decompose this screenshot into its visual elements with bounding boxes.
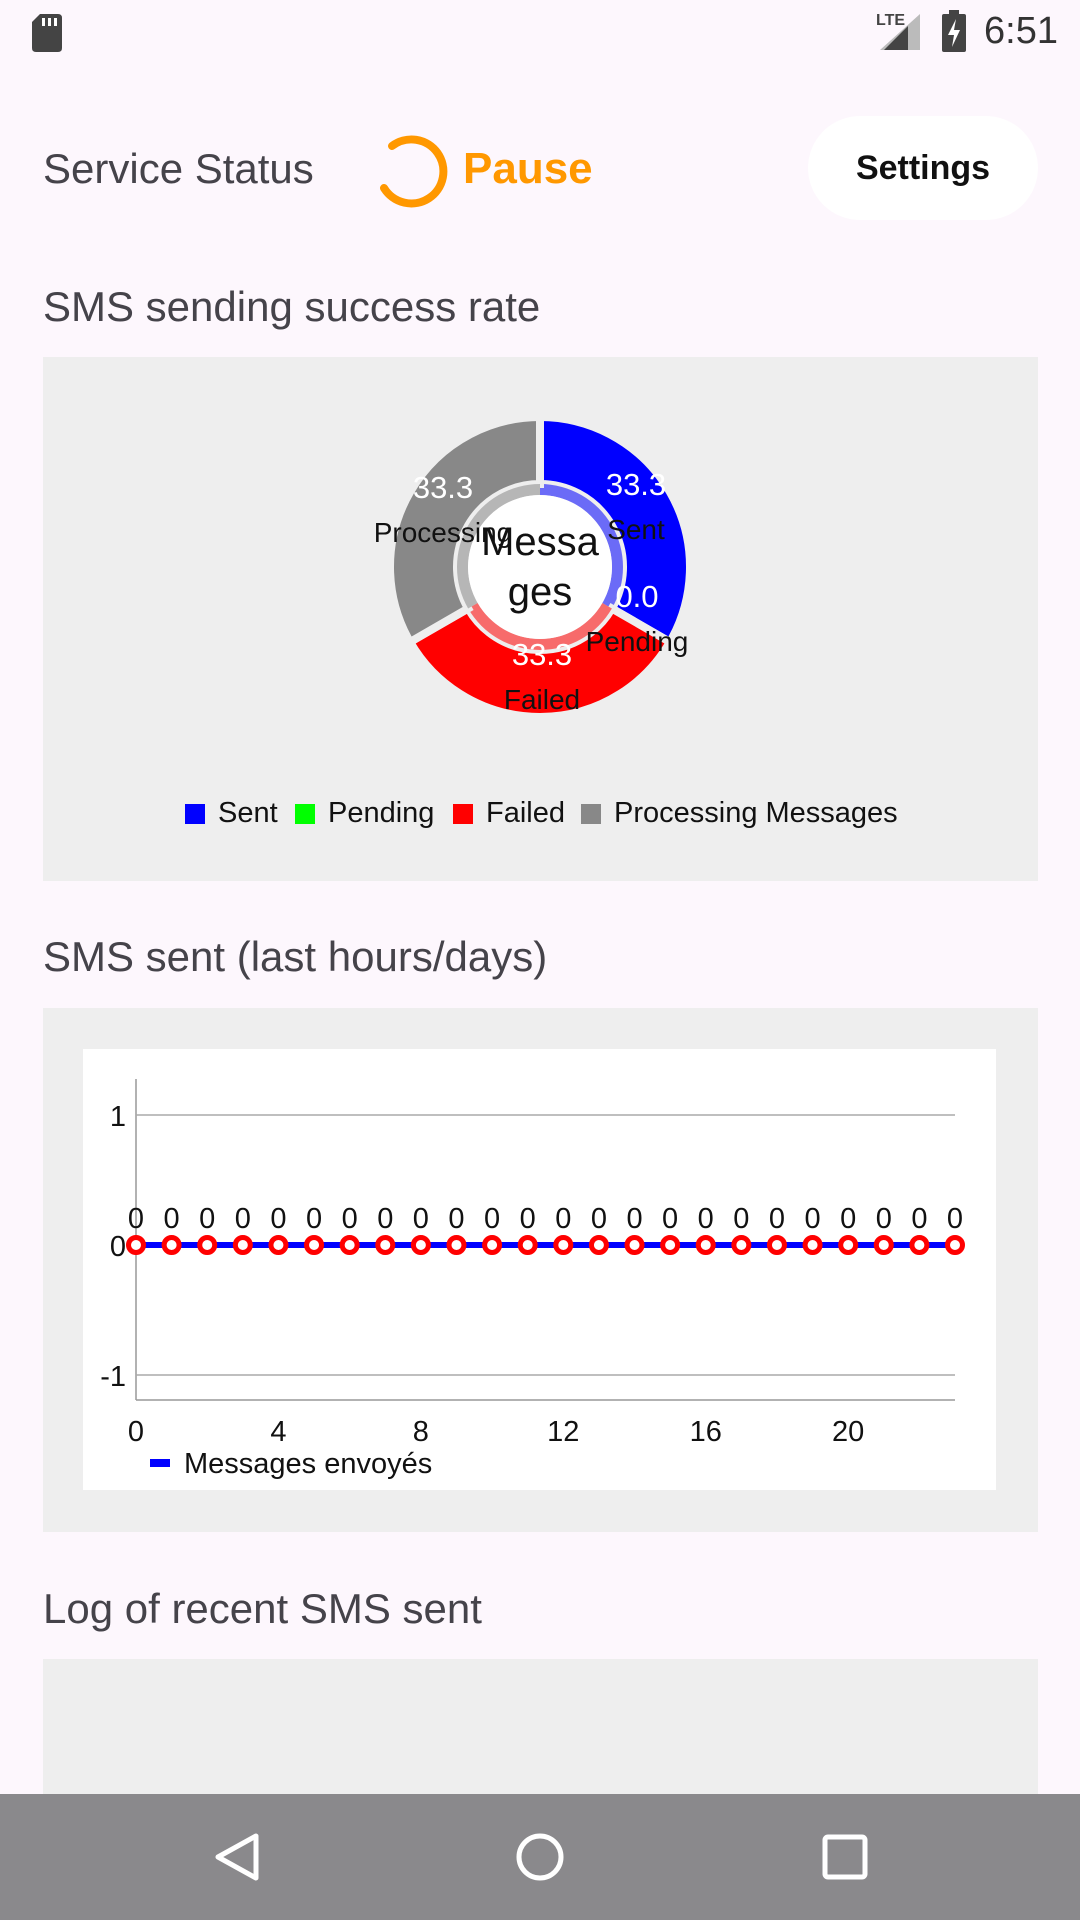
navigation-bar [0, 1794, 1080, 1920]
log-list[interactable] [43, 1659, 1038, 1794]
signal-icon [880, 14, 920, 50]
sms-sent-title: SMS sent (last hours/days) [43, 933, 548, 980]
data-point [838, 1235, 859, 1255]
x-tick-label: 8 [413, 1416, 429, 1448]
data-point [695, 1235, 716, 1255]
x-tick-label: 20 [832, 1416, 864, 1448]
back-icon[interactable] [212, 1832, 262, 1882]
data-point [660, 1235, 681, 1255]
pie-value-label: 33.3 [606, 467, 666, 502]
data-label: 0 [484, 1203, 500, 1235]
pie-value-label: 33.3 [512, 637, 572, 672]
data-point [766, 1235, 787, 1255]
data-label: 0 [377, 1203, 393, 1235]
data-point [553, 1235, 574, 1255]
legend-sent: Sent [185, 797, 278, 830]
data-label: 0 [413, 1203, 429, 1235]
service-status-label: Service Status [43, 145, 314, 192]
x-tick-label: 12 [547, 1416, 579, 1448]
data-point [375, 1235, 396, 1255]
line-chart: 10-10 4 8 12 16 200 0 0 0 0 0 0 0 0 0 0 0 0 0 0 0 0 0 0 0 0 0 0 0Mes… [100, 1079, 965, 1480]
y-tick-label: 0 [110, 1231, 126, 1263]
data-label: 0 [164, 1203, 180, 1235]
service-state: Pause [463, 144, 593, 193]
data-point [126, 1235, 146, 1255]
y-tick-label: -1 [100, 1361, 126, 1393]
data-label: 0 [840, 1203, 856, 1235]
network-type: LTE [876, 12, 906, 29]
pie-inner-ring [468, 603, 612, 650]
data-point [446, 1235, 467, 1255]
data-point [588, 1235, 609, 1255]
data-point [268, 1235, 289, 1255]
log-title: Log of recent SMS sent [43, 1585, 482, 1632]
data-point [945, 1235, 965, 1255]
pie-category-label: Pending [586, 626, 689, 657]
legend-processing: Processing Messages [581, 797, 898, 830]
pie-value-label: 33.3 [413, 470, 473, 505]
battery-charging-icon [942, 10, 966, 52]
data-label: 0 [591, 1203, 607, 1235]
data-label: 0 [769, 1203, 785, 1235]
x-tick-label: 4 [270, 1416, 286, 1448]
pie-category-label: Failed [504, 684, 580, 715]
legend-failed: Failed [453, 797, 565, 830]
pie-center-text: ges [508, 570, 573, 614]
data-point [624, 1235, 645, 1255]
data-label: 0 [555, 1203, 571, 1235]
pie-category-label: Sent [607, 514, 665, 545]
data-label: 0 [804, 1203, 820, 1235]
data-label: 0 [662, 1203, 678, 1235]
data-point [873, 1235, 894, 1255]
data-point [517, 1235, 538, 1255]
data-label: 0 [698, 1203, 714, 1235]
data-label: 0 [876, 1203, 892, 1235]
data-label: 0 [733, 1203, 749, 1235]
data-point [161, 1235, 182, 1255]
pie-category-label: Processing [374, 517, 513, 548]
x-tick-label: 16 [690, 1416, 722, 1448]
legend-label: Messages envoyés [184, 1448, 432, 1480]
pie-hole [468, 495, 612, 639]
pie-inner-ring [457, 484, 540, 609]
data-label: 0 [235, 1203, 251, 1235]
pie-chart: 33.3 Sent 0.0 Pending 33.3 Failed 33.3 Processi… [374, 412, 694, 721]
legend-pending: Pending [295, 797, 434, 830]
data-point [197, 1235, 218, 1255]
data-label: 0 [199, 1203, 215, 1235]
data-label: 0 [270, 1203, 286, 1235]
home-icon[interactable] [515, 1832, 565, 1882]
settings-button[interactable]: Settings [808, 116, 1038, 220]
pie-value-label: 0.0 [615, 579, 658, 614]
x-tick-label: 0 [128, 1416, 144, 1448]
data-point [731, 1235, 752, 1255]
data-label: 0 [911, 1203, 927, 1235]
data-point [304, 1235, 325, 1255]
data-label: 0 [947, 1203, 963, 1235]
data-label: 0 [342, 1203, 358, 1235]
data-label: 0 [626, 1203, 642, 1235]
data-label: 0 [448, 1203, 464, 1235]
legend-swatch [150, 1459, 170, 1467]
clock: 6:51 [984, 10, 1058, 52]
data-point [232, 1235, 253, 1255]
sd-card-icon [32, 14, 62, 52]
line-chart-area [83, 1049, 996, 1490]
data-point [482, 1235, 503, 1255]
data-point [802, 1235, 823, 1255]
recents-icon[interactable] [820, 1832, 870, 1882]
spinner-icon [380, 135, 448, 208]
data-point [909, 1235, 930, 1255]
success-rate-title: SMS sending success rate [43, 283, 541, 330]
data-point [410, 1235, 431, 1255]
data-label: 0 [306, 1203, 322, 1235]
y-tick-label: 1 [110, 1101, 126, 1133]
pie-inner-ring [540, 484, 623, 609]
status-bar: LTE 6:51 [0, 0, 1080, 68]
pie-center-text: Messa [481, 520, 600, 564]
data-label: 0 [520, 1203, 536, 1235]
data-label: 0 [128, 1203, 144, 1235]
data-point [339, 1235, 360, 1255]
